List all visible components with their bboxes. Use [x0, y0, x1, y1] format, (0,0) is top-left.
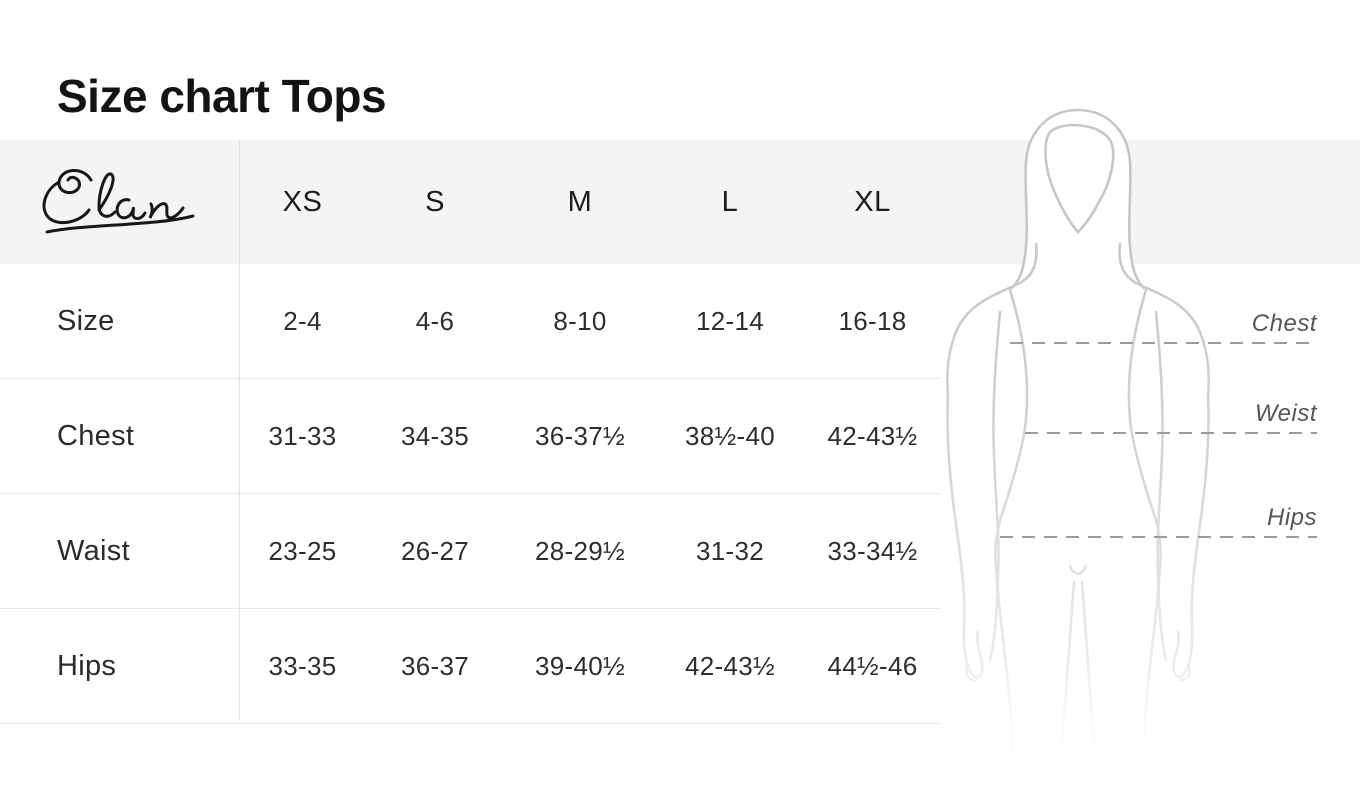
- cell-value: 31-33: [268, 420, 337, 451]
- cell-value: 36-37: [401, 650, 469, 681]
- size-table: XS S M L XL Size 2-4 4-6 8-10 12-14 16-18 Chest 31-…: [0, 140, 940, 724]
- chest-measure-label: Chest: [1251, 310, 1317, 337]
- brand-logo-elan-icon: [42, 169, 195, 234]
- cell-value: 2-4: [283, 305, 322, 336]
- cell-value: 44½-46: [827, 650, 918, 681]
- row-label-size: Size: [57, 304, 115, 337]
- cell-value: 26-27: [401, 535, 469, 566]
- cell-value: 36-37½: [535, 420, 625, 451]
- table-column-divider: [239, 140, 240, 720]
- body-figure: [940, 104, 1240, 806]
- column-header-xs: XS: [282, 185, 323, 218]
- table-row: Size 2-4 4-6 8-10 12-14 16-18: [0, 264, 940, 379]
- cell-value: 38½-40: [685, 420, 775, 451]
- cell-value: 33-35: [268, 650, 337, 681]
- size-table-header-row: XS S M L XL: [0, 140, 940, 264]
- cell-value: 16-18: [838, 305, 907, 336]
- row-label-hips: Hips: [57, 649, 117, 682]
- cell-value: 42-43½: [685, 650, 775, 681]
- table-row: Hips 33-35 36-37 39-40½ 42-43½ 44½-46: [0, 609, 940, 724]
- cell-value: 31-32: [696, 535, 764, 566]
- cell-value: 33-34½: [827, 535, 918, 566]
- row-label-waist: Waist: [57, 534, 130, 567]
- cell-value: 12-14: [696, 305, 764, 336]
- cell-value: 42-43½: [827, 420, 918, 451]
- cell-value: 34-35: [401, 420, 469, 451]
- weist-measure-label: Weist: [1254, 400, 1317, 427]
- table-header-band: [0, 140, 1360, 264]
- cell-value: 8-10: [553, 305, 607, 336]
- table-row: Chest 31-33 34-35 36-37½ 38½-40 42-43½: [0, 379, 940, 494]
- measurement-lines: [1000, 342, 1317, 538]
- table-row: Waist 23-25 26-27 28-29½ 31-32 33-34½: [0, 494, 940, 609]
- woman-outline-icon: [945, 108, 1211, 806]
- cell-value: 28-29½: [535, 535, 625, 566]
- column-header-s: S: [425, 185, 445, 218]
- cell-value: 39-40½: [535, 650, 625, 681]
- cell-value: 23-25: [268, 535, 337, 566]
- column-header-m: M: [567, 185, 593, 218]
- page-title: Size chart Tops: [57, 69, 387, 122]
- cell-value: 4-6: [415, 305, 455, 336]
- column-header-l: L: [721, 185, 739, 218]
- hips-measure-label: Hips: [1266, 504, 1317, 531]
- column-header-xl: XL: [854, 185, 891, 218]
- brand-logo-cell: [0, 140, 240, 264]
- row-label-chest: Chest: [57, 419, 135, 452]
